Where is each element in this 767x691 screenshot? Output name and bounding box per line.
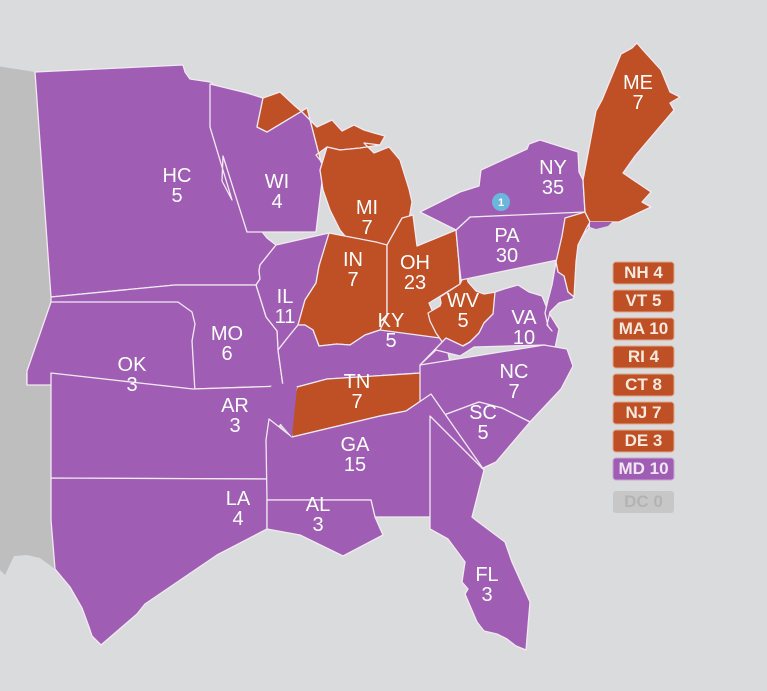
svg-text:3: 3 bbox=[229, 415, 240, 437]
svg-text:3: 3 bbox=[481, 584, 492, 606]
svg-text:7: 7 bbox=[351, 391, 362, 413]
svg-text:MD 10: MD 10 bbox=[618, 459, 668, 478]
svg-text:MI: MI bbox=[356, 197, 378, 219]
svg-text:ME: ME bbox=[623, 72, 653, 94]
svg-text:MA 10: MA 10 bbox=[619, 319, 668, 338]
svg-text:6: 6 bbox=[221, 343, 232, 365]
svg-text:IN: IN bbox=[343, 249, 363, 271]
svg-text:NH 4: NH 4 bbox=[624, 263, 663, 282]
svg-text:KY: KY bbox=[378, 310, 405, 332]
svg-text:DC 0: DC 0 bbox=[624, 492, 663, 511]
svg-text:AL: AL bbox=[306, 494, 330, 516]
svg-text:7: 7 bbox=[632, 92, 643, 114]
svg-text:LA: LA bbox=[226, 488, 251, 510]
svg-text:5: 5 bbox=[457, 310, 468, 332]
svg-text:WV: WV bbox=[447, 290, 480, 312]
svg-text:AR: AR bbox=[221, 395, 249, 417]
svg-text:5: 5 bbox=[477, 422, 488, 444]
svg-text:NJ 7: NJ 7 bbox=[626, 403, 662, 422]
svg-text:4: 4 bbox=[271, 191, 282, 213]
svg-text:7: 7 bbox=[361, 217, 372, 239]
svg-text:PA: PA bbox=[494, 225, 520, 247]
svg-text:MO: MO bbox=[211, 323, 243, 345]
svg-text:10: 10 bbox=[513, 327, 535, 349]
svg-text:WI: WI bbox=[265, 171, 289, 193]
svg-text:11: 11 bbox=[275, 306, 296, 328]
svg-text:30: 30 bbox=[496, 245, 518, 267]
svg-text:OK: OK bbox=[118, 354, 148, 376]
svg-text:15: 15 bbox=[344, 454, 366, 476]
svg-text:3: 3 bbox=[312, 514, 323, 536]
svg-text:5: 5 bbox=[385, 330, 396, 352]
svg-text:VA: VA bbox=[511, 307, 537, 329]
svg-text:RI 4: RI 4 bbox=[628, 347, 660, 366]
svg-text:NC: NC bbox=[500, 361, 529, 383]
svg-text:GA: GA bbox=[341, 434, 371, 456]
svg-text:OH: OH bbox=[400, 252, 430, 274]
svg-text:1: 1 bbox=[498, 197, 504, 209]
svg-text:7: 7 bbox=[508, 381, 519, 403]
svg-text:SC: SC bbox=[469, 402, 497, 424]
svg-text:HC: HC bbox=[163, 165, 192, 187]
svg-text:FL: FL bbox=[475, 564, 498, 586]
svg-text:23: 23 bbox=[404, 272, 426, 294]
svg-text:5: 5 bbox=[171, 185, 182, 207]
svg-text:NY: NY bbox=[539, 157, 567, 179]
svg-text:CT 8: CT 8 bbox=[625, 375, 662, 394]
svg-text:4: 4 bbox=[232, 508, 243, 530]
svg-text:DE 3: DE 3 bbox=[625, 431, 663, 450]
svg-text:3: 3 bbox=[126, 374, 137, 396]
svg-text:7: 7 bbox=[347, 269, 358, 291]
svg-text:IL: IL bbox=[277, 286, 294, 308]
svg-text:TN: TN bbox=[344, 371, 371, 393]
svg-text:35: 35 bbox=[542, 177, 564, 199]
svg-text:VT 5: VT 5 bbox=[626, 291, 662, 310]
